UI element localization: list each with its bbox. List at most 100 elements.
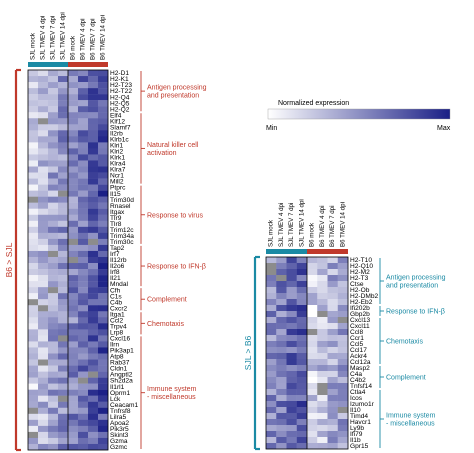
heatmap-cell	[28, 419, 39, 427]
heatmap-cell	[28, 323, 39, 330]
heatmap-cell	[266, 407, 277, 414]
heatmap-cell	[327, 443, 338, 450]
heatmap-cell	[296, 437, 308, 444]
heatmap-cell	[98, 317, 109, 324]
heatmap-cell	[266, 371, 277, 378]
heatmap-cell	[276, 281, 287, 288]
heatmap-cell	[88, 106, 99, 113]
heatmap-cell	[48, 287, 59, 294]
gene-label: Ccl2	[110, 317, 124, 324]
heatmap-cell	[88, 401, 99, 408]
gene-label: Irf8	[110, 269, 120, 276]
heatmap-cell	[38, 238, 49, 246]
heatmap-cell	[296, 353, 308, 360]
heatmap-cell	[266, 287, 277, 294]
heatmap-cell	[58, 142, 69, 149]
heatmap-cell	[327, 389, 338, 396]
heatmap-cell	[266, 275, 277, 282]
heatmap-cell	[78, 178, 89, 185]
heatmap-cell	[28, 353, 39, 360]
heatmap-cell	[88, 317, 99, 324]
gene-label: Cxcl16	[110, 336, 130, 343]
heatmap-cell	[296, 293, 308, 300]
heatmap-cell	[286, 293, 297, 300]
category-label-line: Natural killer cell	[147, 142, 199, 149]
heatmap-cell	[276, 365, 287, 372]
heatmap-cell	[68, 413, 79, 421]
heatmap-cell	[48, 389, 59, 396]
heatmap-cell	[286, 359, 297, 366]
heatmap-cell	[38, 395, 49, 402]
heatmap-cell	[78, 100, 89, 107]
heatmap-cell	[78, 136, 89, 143]
heatmap-cell	[78, 281, 89, 288]
heatmap-cell	[78, 142, 89, 149]
heatmap-cell	[307, 353, 318, 360]
heatmap-cell	[28, 160, 39, 167]
heatmap-cell	[266, 257, 277, 264]
heatmap-cell	[38, 299, 49, 306]
heatmap-cell	[38, 88, 49, 95]
category-label-line: Response to virus	[147, 212, 204, 219]
right-category-labels: Antigen processing and presentation Respon…	[379, 258, 446, 448]
heatmap-cell	[98, 166, 109, 173]
heatmap-cell	[286, 269, 297, 276]
column-header: B6 TMEV 7 dpi	[329, 206, 336, 248]
heatmap-cell	[48, 106, 59, 113]
heatmap-cell	[38, 359, 49, 366]
heatmap-cell	[317, 395, 328, 402]
heatmap-cell	[276, 353, 287, 360]
category-label: Response to virus	[147, 212, 204, 219]
heatmap-cell	[307, 407, 318, 414]
heatmap-cell	[28, 136, 39, 143]
heatmap-cell	[28, 118, 39, 125]
gene-label: Tlr9	[110, 215, 122, 222]
heatmap-cell	[68, 443, 79, 451]
gene-label: Gzma	[110, 438, 128, 445]
heatmap-cell	[78, 214, 89, 221]
heatmap-cell	[98, 232, 109, 240]
heatmap-cell	[58, 293, 69, 300]
gene-label: Ctse	[350, 281, 364, 288]
gene-label: Cldn1	[110, 366, 128, 373]
heatmap-cell	[78, 250, 89, 258]
heatmap-cell	[307, 269, 318, 276]
heatmap-cell	[98, 443, 109, 451]
gene-label: Ccr1	[350, 335, 364, 342]
category-label-line: Response to IFN-β	[147, 264, 206, 271]
heatmap-cell	[28, 401, 39, 408]
heatmap-cell	[28, 106, 39, 113]
heatmap-cell	[88, 238, 99, 246]
heatmap-cell	[296, 377, 308, 384]
heatmap-cell	[78, 256, 89, 264]
heatmap-cell	[276, 371, 287, 378]
heatmap-cell	[68, 184, 79, 191]
heatmap-cell	[276, 347, 287, 354]
heatmap-cell	[307, 305, 318, 312]
heatmap-cell	[88, 383, 99, 390]
gene-label: H2-T10	[350, 257, 372, 264]
heatmap-cell	[48, 76, 59, 83]
heatmap-cell	[327, 419, 338, 426]
heatmap-cell	[266, 359, 277, 366]
heatmap-cell	[307, 365, 318, 372]
heatmap-cell	[88, 353, 99, 360]
heatmap-cell	[28, 94, 39, 101]
heatmap-cell	[88, 443, 99, 451]
heatmap-cell	[88, 82, 99, 89]
heatmap-cell	[68, 287, 79, 294]
heatmap-cell	[68, 148, 79, 155]
heatmap-cell	[28, 269, 39, 276]
heatmap-cell	[38, 323, 49, 330]
gene-label: Il12rb	[110, 257, 127, 264]
column-header: SJL TMEV 4 dpi	[40, 16, 47, 60]
heatmap-cell	[78, 130, 89, 137]
column-header: SJL TMEV 7 dpi	[288, 203, 295, 247]
gene-label: Lck	[110, 396, 121, 403]
heatmap-cell	[38, 250, 49, 258]
heatmap-cell	[28, 299, 39, 306]
gene-label: Klrb1c	[110, 136, 129, 143]
heatmap-cell	[38, 112, 49, 119]
gene-label: Ncr1	[110, 173, 124, 180]
